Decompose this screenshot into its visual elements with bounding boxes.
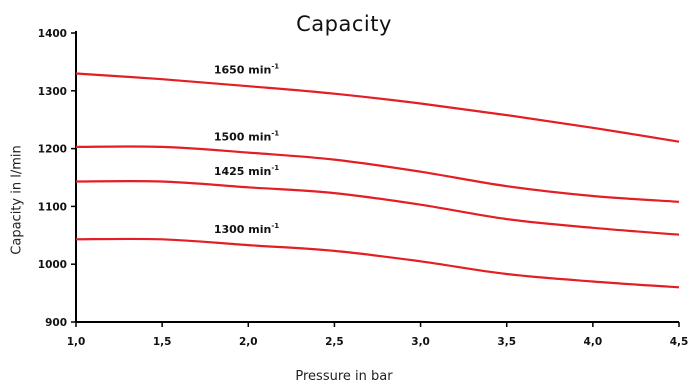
series-label-3: 1425 min-1 [214,164,279,178]
x-tick-label: 3,5 [497,336,516,348]
y-tick-label: 900 [45,317,67,329]
x-tick-label: 4,5 [670,336,688,348]
x-tick-label: 1,0 [67,336,86,348]
series-line-2 [75,145,680,203]
x-tick-label: 1,5 [153,336,172,348]
series-line-4 [75,237,680,289]
chart-title: Capacity [296,12,392,36]
y-tick-label: 1000 [38,259,67,271]
x-tick-label: 3,0 [411,336,430,348]
y-tick-label: 1300 [38,86,67,98]
series-labels: 1650 min-1 1500 min-1 1425 min-1 1300 min-1 [214,62,279,235]
series-lines [75,72,680,289]
series-line-1 [75,72,680,143]
y-tick-label: 1400 [38,28,67,40]
y-tick-label: 1100 [38,201,67,213]
axes: 900 1000 1100 1200 1300 1400 1,0 1,5 2,0 2,5 3,0 3,… [38,28,688,348]
x-tick-label: 4,0 [584,336,603,348]
x-tick-label: 2,5 [325,336,344,348]
series-label-2: 1500 min-1 [214,129,279,143]
y-tick-label: 1200 [38,144,67,156]
series-line-3 [75,180,680,236]
x-tick-label: 2,0 [239,336,258,348]
series-label-1: 1650 min-1 [214,62,279,76]
x-axis-label: Pressure in bar [295,369,393,384]
series-label-4: 1300 min-1 [214,222,279,236]
